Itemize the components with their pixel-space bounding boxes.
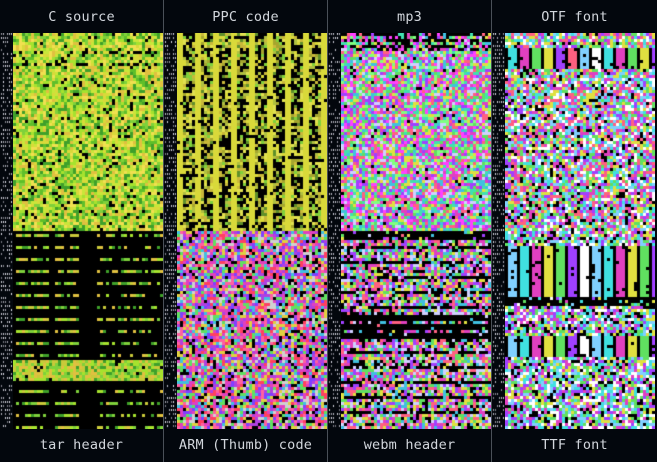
byte-visualization xyxy=(341,33,491,429)
offset-gutter xyxy=(492,33,505,429)
column-divider xyxy=(163,0,164,462)
offset-gutter xyxy=(164,33,177,429)
offset-gutter xyxy=(328,33,341,429)
panel-otf-font: OTF font TTF font xyxy=(492,0,657,462)
panel-top-label: mp3 xyxy=(397,9,422,25)
column-divider xyxy=(327,0,328,462)
panel-bottom-label: ARM (Thumb) code xyxy=(178,437,313,453)
panel-mp3: mp3 webm header xyxy=(328,0,491,462)
panel-c-source: C source tar header xyxy=(0,0,163,462)
panel-top-label: C source xyxy=(48,9,115,25)
byte-visualization xyxy=(177,33,327,429)
panel-top-label: PPC code xyxy=(212,9,279,25)
panel-bottom-label: tar header xyxy=(39,437,124,453)
panel-ppc-code: PPC code ARM (Thumb) code xyxy=(164,0,327,462)
byte-visualization xyxy=(13,33,163,429)
panel-bottom-label: TTF font xyxy=(541,437,608,453)
offset-gutter xyxy=(0,33,13,429)
column-divider xyxy=(491,0,492,462)
panel-top-label: OTF font xyxy=(541,9,608,25)
panel-bottom-label: webm header xyxy=(363,437,456,453)
byte-visualization xyxy=(505,33,655,429)
